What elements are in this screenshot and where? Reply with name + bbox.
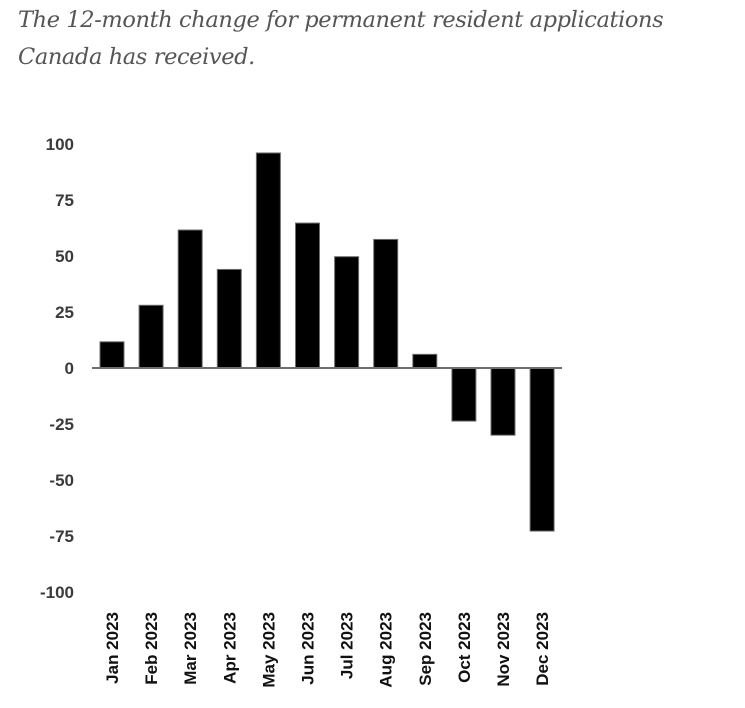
bar-dec-2023 [529, 367, 555, 532]
bar-apr-2023 [216, 268, 242, 369]
bar-jan-2023 [99, 341, 125, 369]
x-tick-label: Jun 2023 [299, 612, 318, 685]
y-tick-label: 25 [55, 303, 74, 322]
x-tick-label: Jan 2023 [103, 612, 122, 684]
x-tick-label: Feb 2023 [142, 612, 161, 685]
y-axis-ticks: 100 75 50 25 0 -25 -50 -75 -100 [40, 135, 74, 602]
x-tick-label: Nov 2023 [494, 612, 513, 687]
y-tick-label: 50 [55, 247, 74, 266]
y-tick-label: 100 [46, 135, 74, 154]
bar-jun-2023 [295, 222, 320, 369]
y-tick-label: 75 [55, 191, 74, 210]
y-tick-label: -25 [49, 415, 74, 434]
x-tick-label: Sep 2023 [416, 612, 435, 686]
x-tick-label: Apr 2023 [220, 612, 239, 684]
bar-sep-2023 [412, 353, 438, 369]
bar-jul-2023 [334, 256, 360, 369]
bar-may-2023 [255, 152, 281, 369]
bar-feb-2023 [138, 304, 164, 369]
chart-subtitle: The 12-month change for permanent reside… [18, 7, 664, 70]
x-axis-ticks: Jan 2023 Feb 2023 Mar 2023 Apr 2023 May 2023… [103, 612, 552, 688]
y-tick-label: -75 [49, 527, 74, 546]
bar-mar-2023 [177, 229, 203, 369]
x-tick-label: Mar 2023 [181, 612, 200, 685]
bar-oct-2023 [451, 367, 477, 422]
x-tick-label: Oct 2023 [455, 612, 474, 683]
x-tick-label: May 2023 [259, 612, 278, 688]
y-tick-label: 0 [65, 359, 74, 378]
x-tick-label: Dec 2023 [533, 612, 552, 686]
y-tick-label: -100 [40, 583, 74, 602]
bar-nov-2023 [490, 367, 516, 436]
bar-aug-2023 [373, 238, 399, 369]
bars [99, 152, 555, 532]
y-tick-label: -50 [49, 471, 74, 490]
x-tick-label: Aug 2023 [377, 612, 396, 688]
x-tick-label: Jul 2023 [338, 612, 357, 679]
